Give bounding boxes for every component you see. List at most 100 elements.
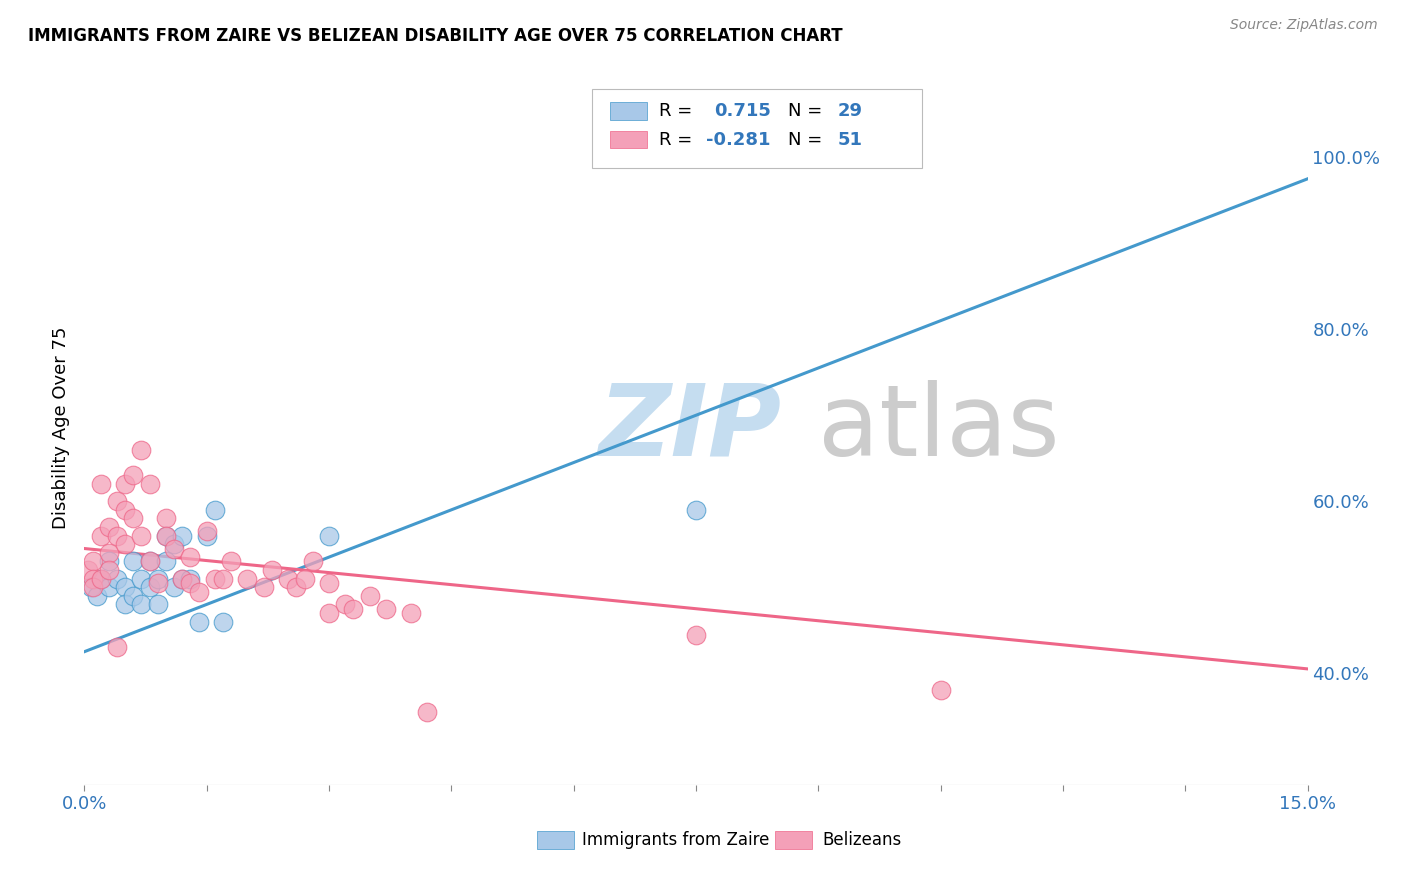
Text: Belizeans: Belizeans bbox=[823, 831, 901, 849]
Text: atlas: atlas bbox=[818, 380, 1060, 476]
Point bbox=[122, 589, 145, 603]
Point bbox=[114, 503, 136, 517]
Point bbox=[97, 580, 120, 594]
Point bbox=[122, 468, 145, 483]
Point bbox=[359, 589, 381, 603]
Text: N =: N = bbox=[787, 103, 828, 120]
Point bbox=[122, 511, 145, 525]
Point bbox=[146, 575, 169, 590]
Point bbox=[375, 601, 398, 615]
Point bbox=[77, 563, 100, 577]
Point bbox=[172, 528, 194, 542]
Text: 0.715: 0.715 bbox=[714, 103, 772, 120]
Point bbox=[301, 554, 323, 568]
FancyBboxPatch shape bbox=[592, 89, 922, 168]
FancyBboxPatch shape bbox=[537, 831, 574, 849]
Point bbox=[204, 503, 226, 517]
Text: R =: R = bbox=[659, 131, 699, 149]
Point bbox=[195, 524, 218, 539]
Point bbox=[90, 572, 112, 586]
Text: 29: 29 bbox=[838, 103, 863, 120]
Text: IMMIGRANTS FROM ZAIRE VS BELIZEAN DISABILITY AGE OVER 75 CORRELATION CHART: IMMIGRANTS FROM ZAIRE VS BELIZEAN DISABI… bbox=[28, 27, 842, 45]
Point bbox=[172, 572, 194, 586]
Point bbox=[399, 606, 422, 620]
Point bbox=[685, 503, 707, 517]
Point bbox=[90, 477, 112, 491]
Text: ZIP: ZIP bbox=[598, 380, 782, 476]
Point bbox=[155, 511, 177, 525]
Point bbox=[90, 572, 112, 586]
Text: R =: R = bbox=[659, 103, 699, 120]
Point bbox=[416, 705, 439, 719]
Point bbox=[82, 554, 104, 568]
Point bbox=[195, 528, 218, 542]
Point bbox=[97, 546, 120, 560]
Point bbox=[253, 580, 276, 594]
Text: Immigrants from Zaire: Immigrants from Zaire bbox=[582, 831, 769, 849]
Point bbox=[131, 528, 153, 542]
Point bbox=[82, 572, 104, 586]
Point bbox=[163, 580, 186, 594]
Point bbox=[146, 598, 169, 612]
Point bbox=[318, 528, 340, 542]
Point bbox=[187, 615, 209, 629]
Point bbox=[105, 494, 128, 508]
Point bbox=[138, 477, 160, 491]
Point bbox=[318, 575, 340, 590]
Point bbox=[131, 442, 153, 457]
FancyBboxPatch shape bbox=[610, 102, 647, 120]
Point bbox=[122, 554, 145, 568]
Point bbox=[163, 537, 186, 551]
Point bbox=[236, 572, 259, 586]
Point bbox=[318, 606, 340, 620]
Point bbox=[90, 528, 112, 542]
Point bbox=[172, 572, 194, 586]
Point bbox=[138, 580, 160, 594]
Point bbox=[342, 601, 364, 615]
Point bbox=[105, 572, 128, 586]
Point bbox=[146, 572, 169, 586]
Point bbox=[285, 580, 308, 594]
Point bbox=[155, 528, 177, 542]
Point bbox=[114, 598, 136, 612]
Point bbox=[105, 640, 128, 655]
Point bbox=[82, 580, 104, 594]
Point bbox=[204, 572, 226, 586]
Text: Source: ZipAtlas.com: Source: ZipAtlas.com bbox=[1230, 18, 1378, 32]
Point bbox=[187, 584, 209, 599]
FancyBboxPatch shape bbox=[776, 831, 813, 849]
Point bbox=[97, 520, 120, 534]
Point bbox=[294, 572, 316, 586]
Point bbox=[277, 572, 299, 586]
Point bbox=[685, 627, 707, 641]
Text: 51: 51 bbox=[838, 131, 863, 149]
Point bbox=[86, 589, 108, 603]
Text: -0.281: -0.281 bbox=[706, 131, 770, 149]
Point bbox=[335, 598, 357, 612]
Point bbox=[105, 528, 128, 542]
Point bbox=[155, 528, 177, 542]
Point bbox=[179, 575, 201, 590]
Point bbox=[97, 563, 120, 577]
Point bbox=[80, 580, 103, 594]
Point bbox=[138, 554, 160, 568]
Point bbox=[929, 683, 952, 698]
Point bbox=[114, 477, 136, 491]
Point bbox=[179, 572, 201, 586]
Point bbox=[212, 572, 235, 586]
Point bbox=[97, 554, 120, 568]
Y-axis label: Disability Age Over 75: Disability Age Over 75 bbox=[52, 326, 70, 530]
Point bbox=[114, 537, 136, 551]
Point bbox=[131, 572, 153, 586]
Point bbox=[179, 550, 201, 565]
Point bbox=[219, 554, 242, 568]
Point bbox=[131, 598, 153, 612]
Point bbox=[138, 554, 160, 568]
Point bbox=[163, 541, 186, 556]
Text: N =: N = bbox=[787, 131, 828, 149]
Point bbox=[212, 615, 235, 629]
Point bbox=[155, 554, 177, 568]
FancyBboxPatch shape bbox=[610, 130, 647, 148]
Point bbox=[260, 563, 283, 577]
Point bbox=[114, 580, 136, 594]
